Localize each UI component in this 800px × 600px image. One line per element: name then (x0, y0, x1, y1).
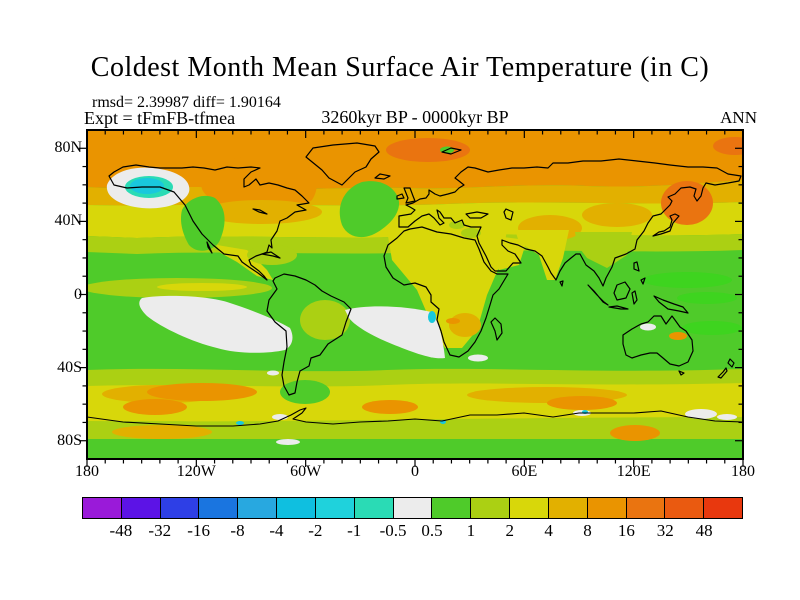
world-map-svg (79, 129, 744, 467)
colorbar-label: 8 (583, 521, 592, 540)
colorbar-label: 2 (505, 521, 514, 540)
colorbar-label: -0.5 (379, 521, 407, 540)
colorbar-segment (198, 498, 238, 518)
latitude-tick-label: 80N (54, 139, 82, 157)
colorbar-label: 0.5 (421, 521, 443, 540)
colorbar-label: -2 (308, 521, 323, 540)
colorbar-segment (237, 498, 277, 518)
colorbar-label: -48 (109, 521, 133, 540)
temperature-colorbar (82, 497, 743, 519)
colorbar-label: 1 (466, 521, 476, 540)
colorbar-segment (509, 498, 548, 518)
latitude-tick-label: 0 (74, 285, 82, 303)
latitude-axis-labels: 80N 40N 0 40S 80S (36, 130, 82, 459)
map-frame (86, 129, 744, 460)
colorbar-segment (353, 498, 393, 518)
colorbar-segment (276, 498, 315, 518)
colorbar-segment (159, 498, 199, 518)
latitude-tick-label: 40S (57, 358, 82, 376)
colorbar-label: -1 (347, 521, 362, 540)
colorbar-label: 32 (656, 521, 674, 540)
longitude-tick-label: 180 (75, 463, 99, 480)
colorbar-label: -4 (269, 521, 284, 540)
longitude-tick-label: 180 (731, 463, 755, 480)
colorbar-segment (83, 498, 121, 518)
colorbar-label: 48 (695, 521, 713, 540)
longitude-tick-label: 60W (290, 463, 322, 480)
colorbar-label: 16 (617, 521, 635, 540)
colorbar-segment (664, 498, 704, 518)
colorbar-label: -16 (187, 521, 210, 540)
colorbar-label: 4 (544, 521, 553, 540)
latitude-tick-label: 80S (57, 431, 82, 449)
latitude-tick-label: 40N (54, 212, 82, 230)
colorbar-segment (586, 498, 626, 518)
longitude-tick-label: 0 (411, 463, 419, 480)
colorbar-segment (120, 498, 160, 518)
world-anomaly-map (79, 122, 751, 467)
longitude-tick-label: 120E (616, 463, 651, 480)
colorbar-segment (392, 498, 432, 518)
rmsd-diff-stats: rmsd= 2.39987 diff= 1.90164 (92, 94, 281, 111)
colorbar-segment (470, 498, 510, 518)
longitude-tick-label: 120W (176, 463, 216, 480)
colorbar-boundary-labels: -48 -32 -16 -8 -4 -2 -1 -0.5 0.5 1 2 4 8 16 32 48 (82, 521, 743, 541)
colorbar-segment (703, 498, 743, 518)
experiment-label: Expt = tFmFB-tfmea (84, 108, 236, 128)
coastlines (87, 142, 743, 427)
colorbar-label: -32 (148, 521, 172, 540)
page-title: Coldest Month Mean Surface Air Temperatu… (90, 52, 710, 83)
colorbar-segment (625, 498, 665, 518)
colorbar-segment (431, 498, 471, 518)
colorbar-label: -8 (230, 521, 245, 540)
period-label: 3260kyr BP - 0000kyr BP (321, 107, 509, 127)
longitude-axis-labels: 180 120W 60W 0 60E 120E 180 (75, 463, 755, 483)
colorbar-segment (314, 498, 354, 518)
longitude-tick-label: 60E (511, 463, 538, 480)
anomaly-fill-layer (87, 130, 743, 459)
colorbar-segment (547, 498, 587, 518)
season-label: ANN (720, 108, 757, 127)
